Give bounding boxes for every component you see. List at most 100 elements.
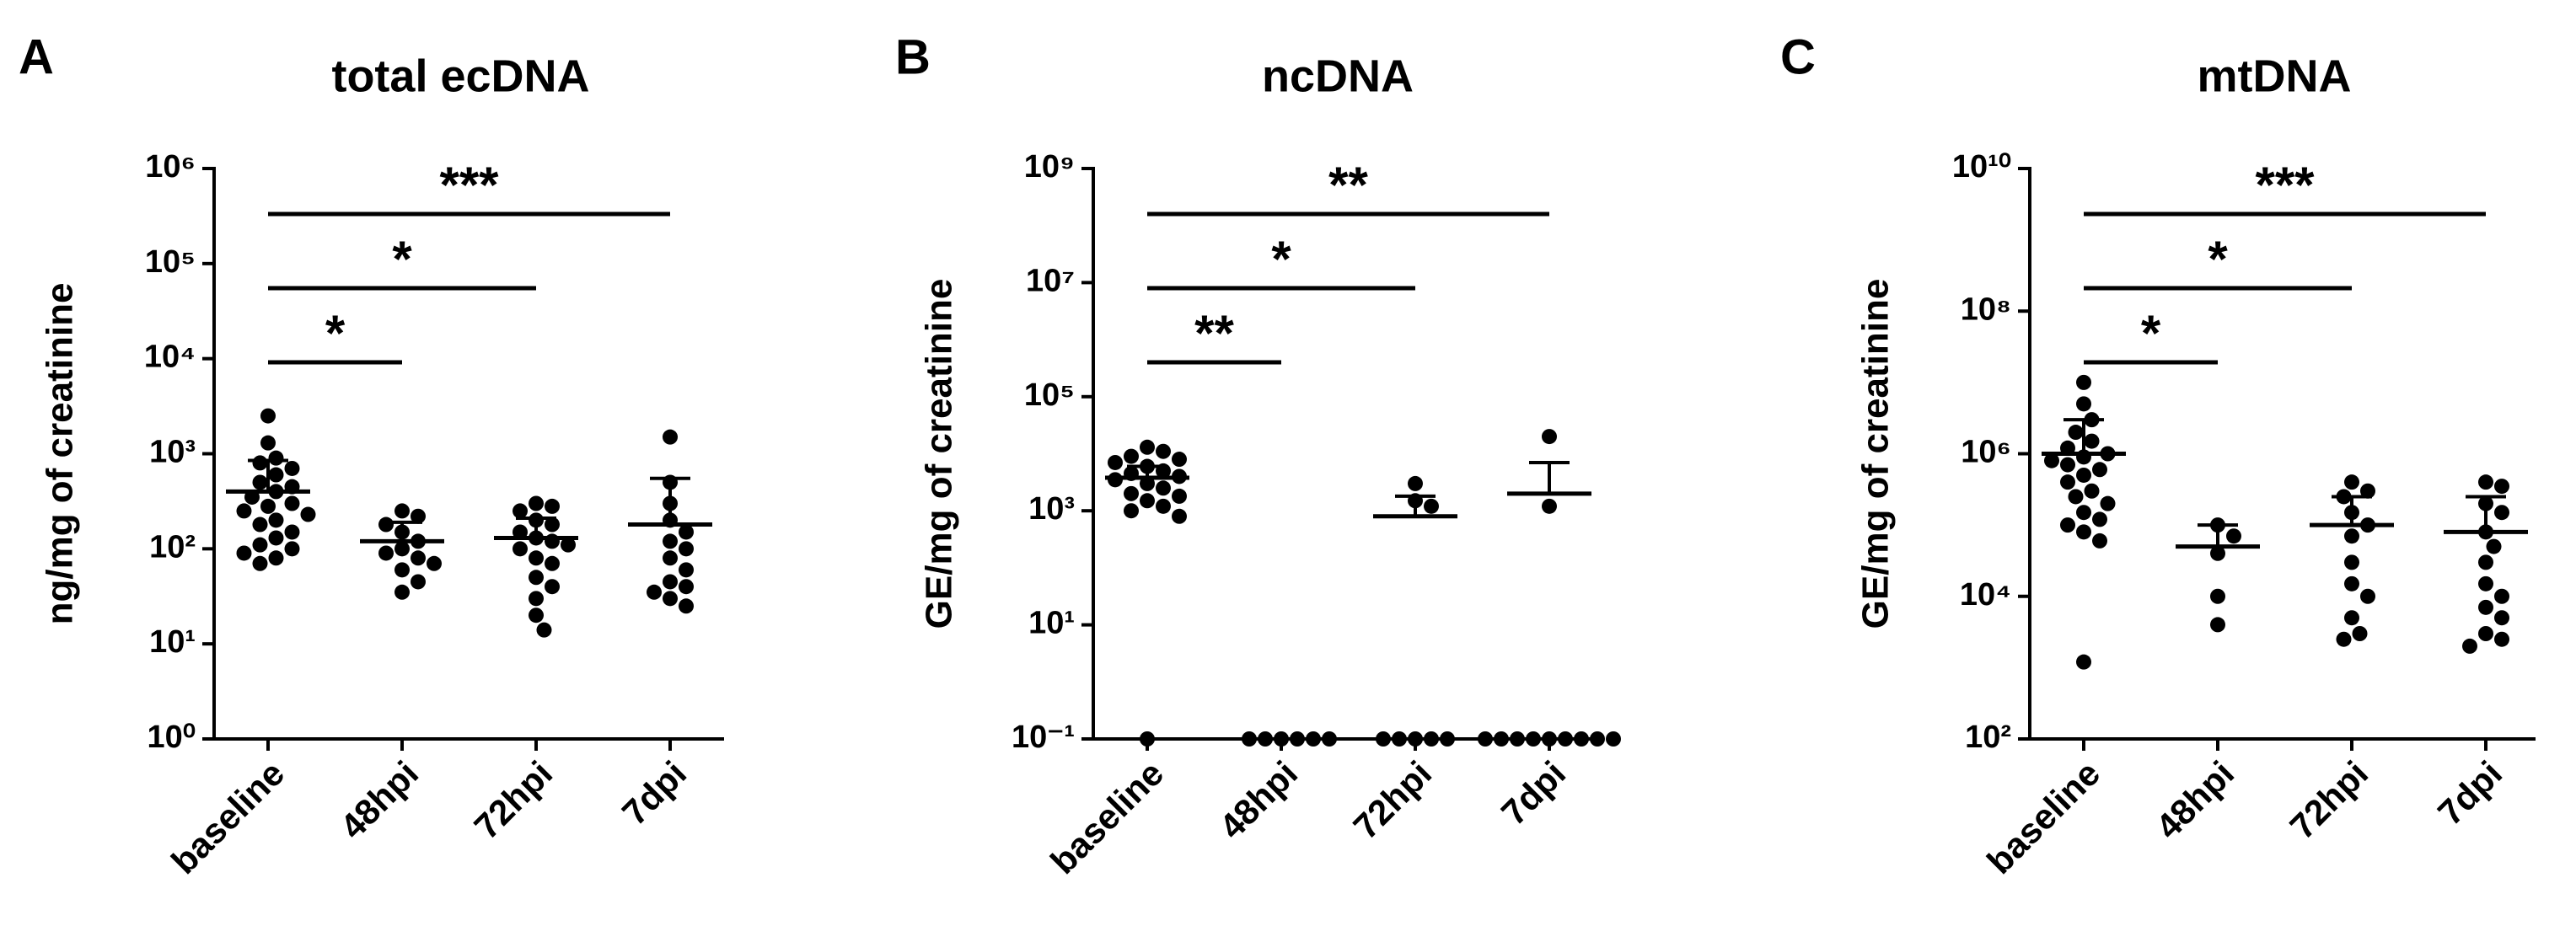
data-point bbox=[2210, 588, 2225, 604]
data-point bbox=[252, 474, 268, 490]
significance-label: ** bbox=[1194, 305, 1234, 361]
data-point bbox=[1140, 439, 1155, 455]
data-point bbox=[260, 408, 276, 424]
data-point bbox=[268, 512, 284, 528]
panel-label: B bbox=[895, 29, 931, 84]
data-point bbox=[2494, 631, 2509, 647]
data-point bbox=[260, 498, 276, 514]
data-point bbox=[427, 555, 442, 571]
x-tick-label: 72hpi bbox=[2282, 753, 2375, 847]
x-tick-label: 48hpi bbox=[1211, 753, 1305, 847]
data-point bbox=[394, 541, 410, 557]
data-point bbox=[2076, 396, 2091, 412]
data-point bbox=[561, 537, 576, 553]
data-point bbox=[2336, 631, 2352, 647]
data-point bbox=[268, 467, 284, 483]
y-tick-label: 10⁵ bbox=[145, 244, 196, 280]
data-point bbox=[1542, 429, 1557, 445]
data-point bbox=[268, 550, 284, 566]
data-point bbox=[411, 550, 426, 566]
data-point bbox=[513, 541, 528, 557]
data-point bbox=[284, 460, 300, 476]
data-point bbox=[663, 533, 678, 549]
y-tick-label: 10¹⁰ bbox=[1952, 149, 2011, 185]
data-point bbox=[378, 545, 394, 561]
data-point bbox=[2076, 505, 2091, 521]
data-point bbox=[2478, 474, 2493, 490]
data-point bbox=[2100, 495, 2116, 511]
data-point bbox=[284, 495, 300, 511]
data-point bbox=[529, 607, 544, 624]
data-point bbox=[2478, 625, 2493, 641]
data-point bbox=[394, 503, 410, 519]
y-tick-label: 10⁴ bbox=[144, 340, 196, 375]
data-point bbox=[2068, 489, 2084, 505]
x-tick-label: baseline bbox=[1043, 753, 1171, 881]
data-point bbox=[1606, 731, 1621, 747]
x-tick-label: baseline bbox=[1979, 753, 2107, 881]
data-point bbox=[378, 516, 394, 533]
data-point bbox=[663, 574, 678, 590]
data-point bbox=[284, 524, 300, 540]
data-point bbox=[252, 455, 268, 471]
data-point bbox=[2076, 524, 2091, 540]
y-tick-label: 10⁶ bbox=[145, 149, 196, 185]
data-point bbox=[2478, 554, 2493, 570]
data-point bbox=[2068, 425, 2084, 441]
y-tick-label: 10² bbox=[149, 529, 196, 565]
data-point bbox=[2344, 474, 2359, 490]
data-point bbox=[1424, 498, 1439, 514]
data-point bbox=[268, 530, 284, 546]
data-point bbox=[300, 506, 316, 522]
data-point bbox=[1156, 480, 1171, 496]
x-tick-label: 48hpi bbox=[2148, 753, 2241, 847]
data-point bbox=[252, 537, 268, 553]
data-point bbox=[2060, 517, 2075, 533]
data-point bbox=[1124, 485, 1139, 501]
data-point bbox=[1590, 731, 1605, 747]
data-point bbox=[2226, 528, 2241, 544]
data-point bbox=[2486, 538, 2502, 554]
data-point bbox=[411, 508, 426, 524]
data-point bbox=[1156, 443, 1171, 459]
data-point bbox=[2044, 452, 2059, 468]
data-point bbox=[2092, 533, 2107, 549]
data-point bbox=[1494, 731, 1509, 747]
y-tick-label: 10¹ bbox=[1028, 606, 1075, 641]
data-point bbox=[2076, 654, 2091, 670]
data-point bbox=[236, 503, 252, 519]
data-point bbox=[1172, 452, 1187, 468]
x-tick-label: 7dpi bbox=[2430, 753, 2509, 832]
data-point bbox=[2210, 545, 2225, 561]
y-tick-label: 10⁸ bbox=[1961, 292, 2011, 327]
data-point bbox=[252, 516, 268, 533]
data-point bbox=[647, 584, 662, 600]
x-tick-label: 48hpi bbox=[332, 753, 426, 847]
significance-label: ** bbox=[1328, 157, 1368, 213]
y-axis-label: ng/mg of creatinine bbox=[40, 283, 81, 625]
significance-label: * bbox=[325, 305, 346, 361]
data-point bbox=[2084, 433, 2100, 449]
data-point bbox=[2462, 638, 2477, 654]
data-point bbox=[513, 524, 528, 540]
data-point bbox=[1440, 731, 1455, 747]
data-point bbox=[529, 550, 544, 566]
data-point bbox=[1172, 508, 1187, 524]
data-point bbox=[1140, 493, 1155, 509]
data-point bbox=[679, 524, 694, 540]
data-point bbox=[1258, 731, 1273, 747]
data-point bbox=[545, 498, 560, 514]
data-point bbox=[513, 503, 528, 519]
data-point bbox=[2210, 617, 2225, 633]
data-point bbox=[2344, 610, 2359, 626]
data-point bbox=[2478, 599, 2493, 615]
data-point bbox=[284, 541, 300, 557]
y-tick-label: 10⁻¹ bbox=[1012, 720, 1075, 755]
data-point bbox=[2344, 575, 2359, 591]
data-point bbox=[394, 562, 410, 578]
data-point bbox=[394, 584, 410, 600]
data-point bbox=[411, 574, 426, 590]
data-point bbox=[679, 541, 694, 557]
data-point bbox=[545, 555, 560, 571]
